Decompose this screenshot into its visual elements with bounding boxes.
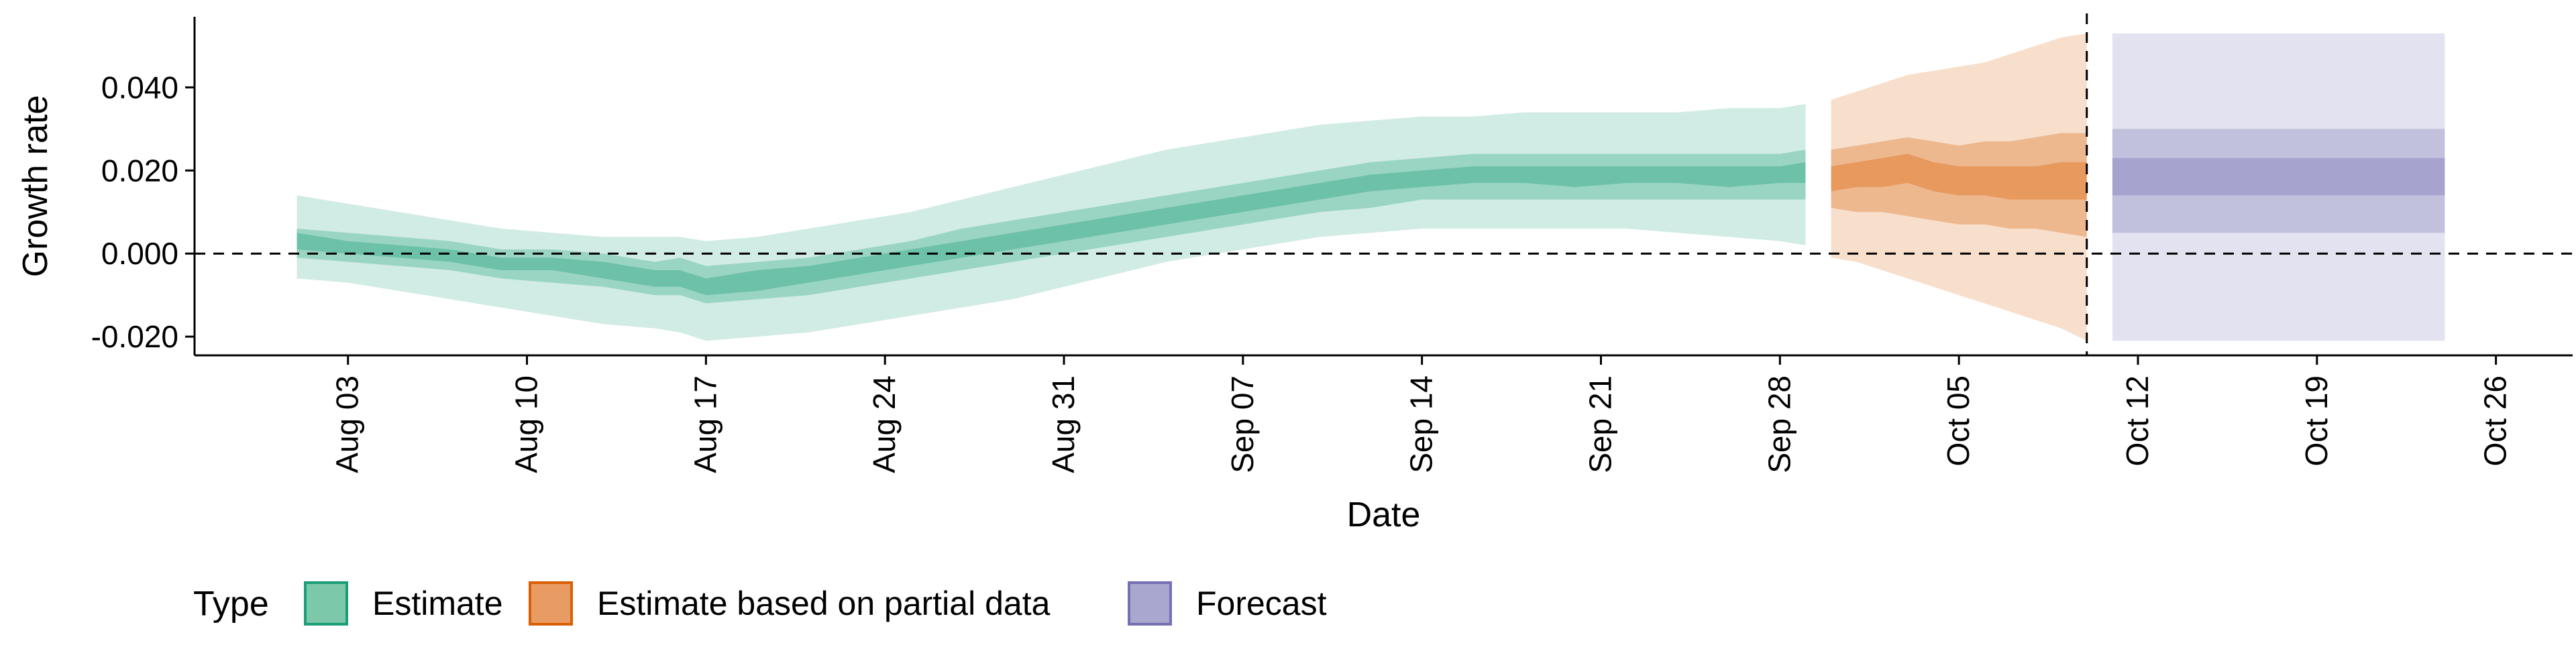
legend-title: Type [193,585,269,624]
x-tick-label: Aug 03 [330,375,365,473]
series-estimate-based-on-partial-data [1831,33,2087,341]
x-tick-label: Oct 19 [2299,375,2334,467]
x-tick-label: Sep 28 [1762,375,1796,473]
band-estimate-20 [297,162,1806,296]
legend-item-estimate: Estimate [304,581,503,626]
legend-swatch [529,581,573,626]
x-tick-label: Aug 24 [867,375,902,473]
x-tick-label: Aug 31 [1046,375,1081,473]
series-forecast [2112,33,2445,341]
band-forecast-90 [2112,33,2445,341]
legend-item-forecast: Forecast [1128,581,1327,626]
band-forecast-20 [2112,158,2445,196]
x-tick-label: Sep 07 [1225,375,1260,473]
band-estimate-50 [297,150,1806,304]
x-tick-label: Sep 21 [1583,375,1618,473]
y-tick-label: -0.020 [91,319,178,354]
band-estimate-based-on-partial-data-90 [1831,33,2087,341]
axes: Aug 03 Aug 10 Aug 17 Aug 24 Aug 31 Sep 07 Sep … [16,17,2573,534]
legend-label: Estimate based on partial data [597,585,1051,622]
band-estimate-90 [297,104,1806,341]
x-ticks: Aug 03 Aug 10 Aug 17 Aug 24 Aug 31 Sep 07 Sep … [330,355,2513,473]
y-tick-label: 0.000 [101,236,178,271]
x-tick-label: Oct 26 [2478,375,2513,467]
band-estimate-based-on-partial-data-20 [1831,154,2087,200]
legend: Type Estimate Estimate based on partial d… [193,581,1327,626]
x-tick-label: Oct 05 [1941,375,1976,467]
legend-item-estimate-based-on-partial-data: Estimate based on partial data [529,581,1051,626]
x-tick-label: Sep 14 [1404,375,1439,473]
band-estimate-based-on-partial-data-50 [1831,133,2087,237]
y-tick-label: 0.040 [101,70,178,105]
series-estimate [297,104,1806,341]
bands-layer [297,33,2445,341]
y-tick-label: 0.020 [101,153,178,188]
x-tick-label: Aug 10 [509,375,544,473]
legend-swatch [304,581,348,626]
legend-label: Estimate [372,585,503,622]
y-ticks: -0.020 0.000 0.020 0.040 [91,70,195,354]
x-tick-label: Aug 17 [688,375,722,473]
legend-swatch [1128,581,1172,626]
reference-lines [195,13,2573,355]
band-forecast-50 [2112,129,2445,233]
legend-label: Forecast [1196,585,1327,622]
x-tick-label: Oct 12 [2120,375,2155,467]
y-axis-title: Growth rate [16,95,55,278]
x-axis-title: Date [1347,495,1421,534]
